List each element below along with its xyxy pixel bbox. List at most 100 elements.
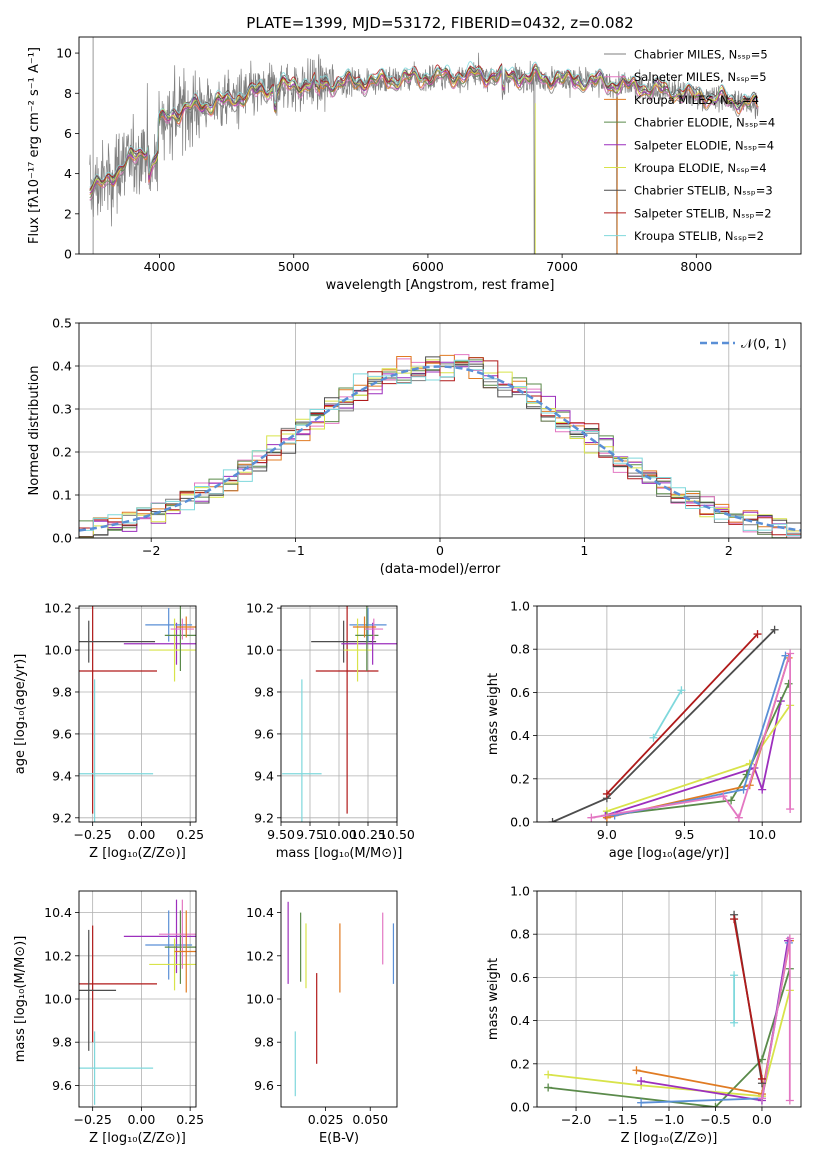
x-axis-label: age [log₁₀(age/yr)] <box>609 846 730 861</box>
x-tick-label: 10.0 <box>748 827 776 842</box>
plot-mass_weight_vs_Z: −2.0 −1.5 −1.0 −0.5 0.0 0.0 0.2 0.4 0.6 0.8 1.0 Z [… <box>486 884 802 1146</box>
histogram-step-8 <box>79 359 801 536</box>
legend-label-8: Kroupa STELIB, Nₛₛₚ=2 <box>634 229 764 243</box>
marker-point <box>727 796 736 805</box>
y-tick-label: 0.6 <box>510 970 530 985</box>
marker-point <box>770 625 779 634</box>
y-axis-label: mass weight <box>486 673 501 755</box>
marker-point <box>786 805 795 814</box>
y-tick-label: 10.2 <box>246 601 274 616</box>
x-axis-label: Z [log₁₀(Z/Z⊙)] <box>89 1131 186 1146</box>
y-tick-label: 0.2 <box>510 771 530 786</box>
y-tick-label: 10.0 <box>44 992 72 1007</box>
marker-point <box>548 818 557 822</box>
marker-point <box>719 792 728 801</box>
axes-frame <box>280 605 398 823</box>
x-tick-label: 0.00 <box>127 827 155 842</box>
plot-age_vs_Z: −0.25 0.00 0.25 9.2 9.4 9.6 9.8 10.0 10.2 Z [log₁… <box>13 601 204 861</box>
plot-area <box>79 606 196 822</box>
x-tick-label: 0.025 <box>308 1112 344 1127</box>
marker-point <box>753 630 762 639</box>
y-tick-label: 10 <box>56 46 72 61</box>
x-tick-label: 0.050 <box>352 1112 388 1127</box>
y-axis-label: mass weight <box>486 958 501 1040</box>
x-tick-label: 10.25 <box>350 827 386 842</box>
x-tick-label: −0.25 <box>73 1112 111 1127</box>
model-line-8 <box>89 60 759 188</box>
marker-point <box>637 1098 646 1107</box>
axes-frame <box>78 36 802 255</box>
x-tick-label: 6000 <box>412 259 444 274</box>
y-tick-label: 0.4 <box>52 359 72 374</box>
model-line-3 <box>89 66 759 198</box>
y-tick-label: 0.0 <box>510 815 530 830</box>
marker-point <box>544 1070 553 1079</box>
y-tick-label: 10.0 <box>44 643 72 658</box>
marker-point <box>757 1094 766 1103</box>
y-tick-label: 1.0 <box>510 599 530 614</box>
axes-frame <box>78 605 197 823</box>
x-axis-label: Z [log₁₀(Z/Z⊙)] <box>89 846 186 861</box>
y-axis-label: mass [log₁₀(M/M⊙)] <box>13 936 28 1063</box>
x-tick-label: 9.0 <box>597 827 617 842</box>
plot-area <box>544 910 794 1107</box>
marker-point <box>786 649 795 658</box>
y-axis-label: Normed distribution <box>27 366 42 496</box>
plot-residuals: −2 −1 0 1 2 0.0 0.1 0.2 0.3 0.4 0.5 (data-model)/er… <box>27 316 802 577</box>
x-axis-label: Z [log₁₀(Z/Z⊙)] <box>621 1131 718 1146</box>
x-tick-label: −2.0 <box>561 1112 591 1127</box>
plot-spectrum: 4000 5000 6000 7000 8000 0 2 4 6 8 10 wavelength [A… <box>27 36 802 293</box>
model-line-7 <box>89 63 759 190</box>
x-tick-label: −2 <box>142 543 160 558</box>
marker-point <box>785 1096 794 1105</box>
weight-line-3 <box>605 700 782 817</box>
x-tick-label: −0.5 <box>700 1112 730 1127</box>
y-tick-label: 0.0 <box>52 531 72 546</box>
plot-mass_vs_Z: −0.25 0.00 0.25 9.6 9.8 10.0 10.2 10.4 Z [log₁₀(… <box>13 890 204 1146</box>
axes-frame <box>78 890 197 1108</box>
y-tick-label: 6 <box>64 126 72 141</box>
y-tick-label: 0.2 <box>510 1056 530 1071</box>
marker-point <box>730 1018 739 1027</box>
histogram-step-7 <box>79 357 801 536</box>
y-tick-label: 10.2 <box>246 948 274 963</box>
plot-area <box>287 901 395 1097</box>
axes-decoration: 0.025 0.050 9.6 9.8 10.0 10.2 10.4 E(B-V) <box>246 890 398 1146</box>
plot-area <box>548 625 795 822</box>
marker-point <box>785 934 794 943</box>
axes-decoration: −0.25 0.00 0.25 9.6 9.8 10.0 10.2 10.4 Z [log₁₀(… <box>13 890 204 1146</box>
y-tick-label: 9.6 <box>52 1078 72 1093</box>
legend-label-7: Salpeter STELIB, Nₛₛₚ=2 <box>634 206 772 220</box>
legend-label-5: Kroupa ELODIE, Nₛₛₚ=4 <box>634 161 767 175</box>
y-tick-label: 10.0 <box>246 992 274 1007</box>
marker-point <box>637 1077 646 1086</box>
y-tick-label: 4 <box>64 166 72 181</box>
x-tick-label: 4000 <box>144 259 176 274</box>
marker-point <box>677 686 686 695</box>
x-tick-label: 9.75 <box>296 827 324 842</box>
y-tick-label: 10.2 <box>44 948 72 963</box>
marker-point <box>610 811 619 820</box>
marker-point <box>734 813 743 822</box>
y-tick-label: 9.4 <box>52 768 72 783</box>
axes-decoration: −2 −1 0 1 2 0.0 0.1 0.2 0.3 0.4 0.5 (data-model)/er… <box>27 316 802 577</box>
x-tick-label: 10.50 <box>379 827 415 842</box>
x-tick-label: 2 <box>725 543 733 558</box>
x-tick-label: 0.25 <box>176 1112 204 1127</box>
y-tick-label: 0.0 <box>510 1100 530 1115</box>
legend-label-2: Kroupa MILES, Nₛₛₚ=4 <box>634 93 759 107</box>
y-tick-label: 9.8 <box>254 1035 274 1050</box>
weight-line-4 <box>606 704 791 813</box>
weight-line-1 <box>606 633 759 795</box>
marker-point <box>602 789 611 798</box>
y-axis-label: Flux [fλ10⁻¹⁷ erg cm⁻² s⁻¹ A⁻¹] <box>27 47 42 244</box>
axes-frame <box>536 605 802 823</box>
chart-title: PLATE=1399, MJD=53172, FIBERID=0432, z=0… <box>246 14 633 32</box>
x-tick-label: 10.00 <box>321 827 357 842</box>
weight-line-2 <box>652 689 683 739</box>
axes-decoration: −0.25 0.00 0.25 9.2 9.4 9.6 9.8 10.0 10.2 Z [log₁… <box>13 601 204 861</box>
legend-label-6: Chabrier STELIB, Nₛₛₚ=3 <box>634 184 773 198</box>
x-tick-label: 0 <box>436 543 444 558</box>
x-tick-label: 9.50 <box>267 827 295 842</box>
